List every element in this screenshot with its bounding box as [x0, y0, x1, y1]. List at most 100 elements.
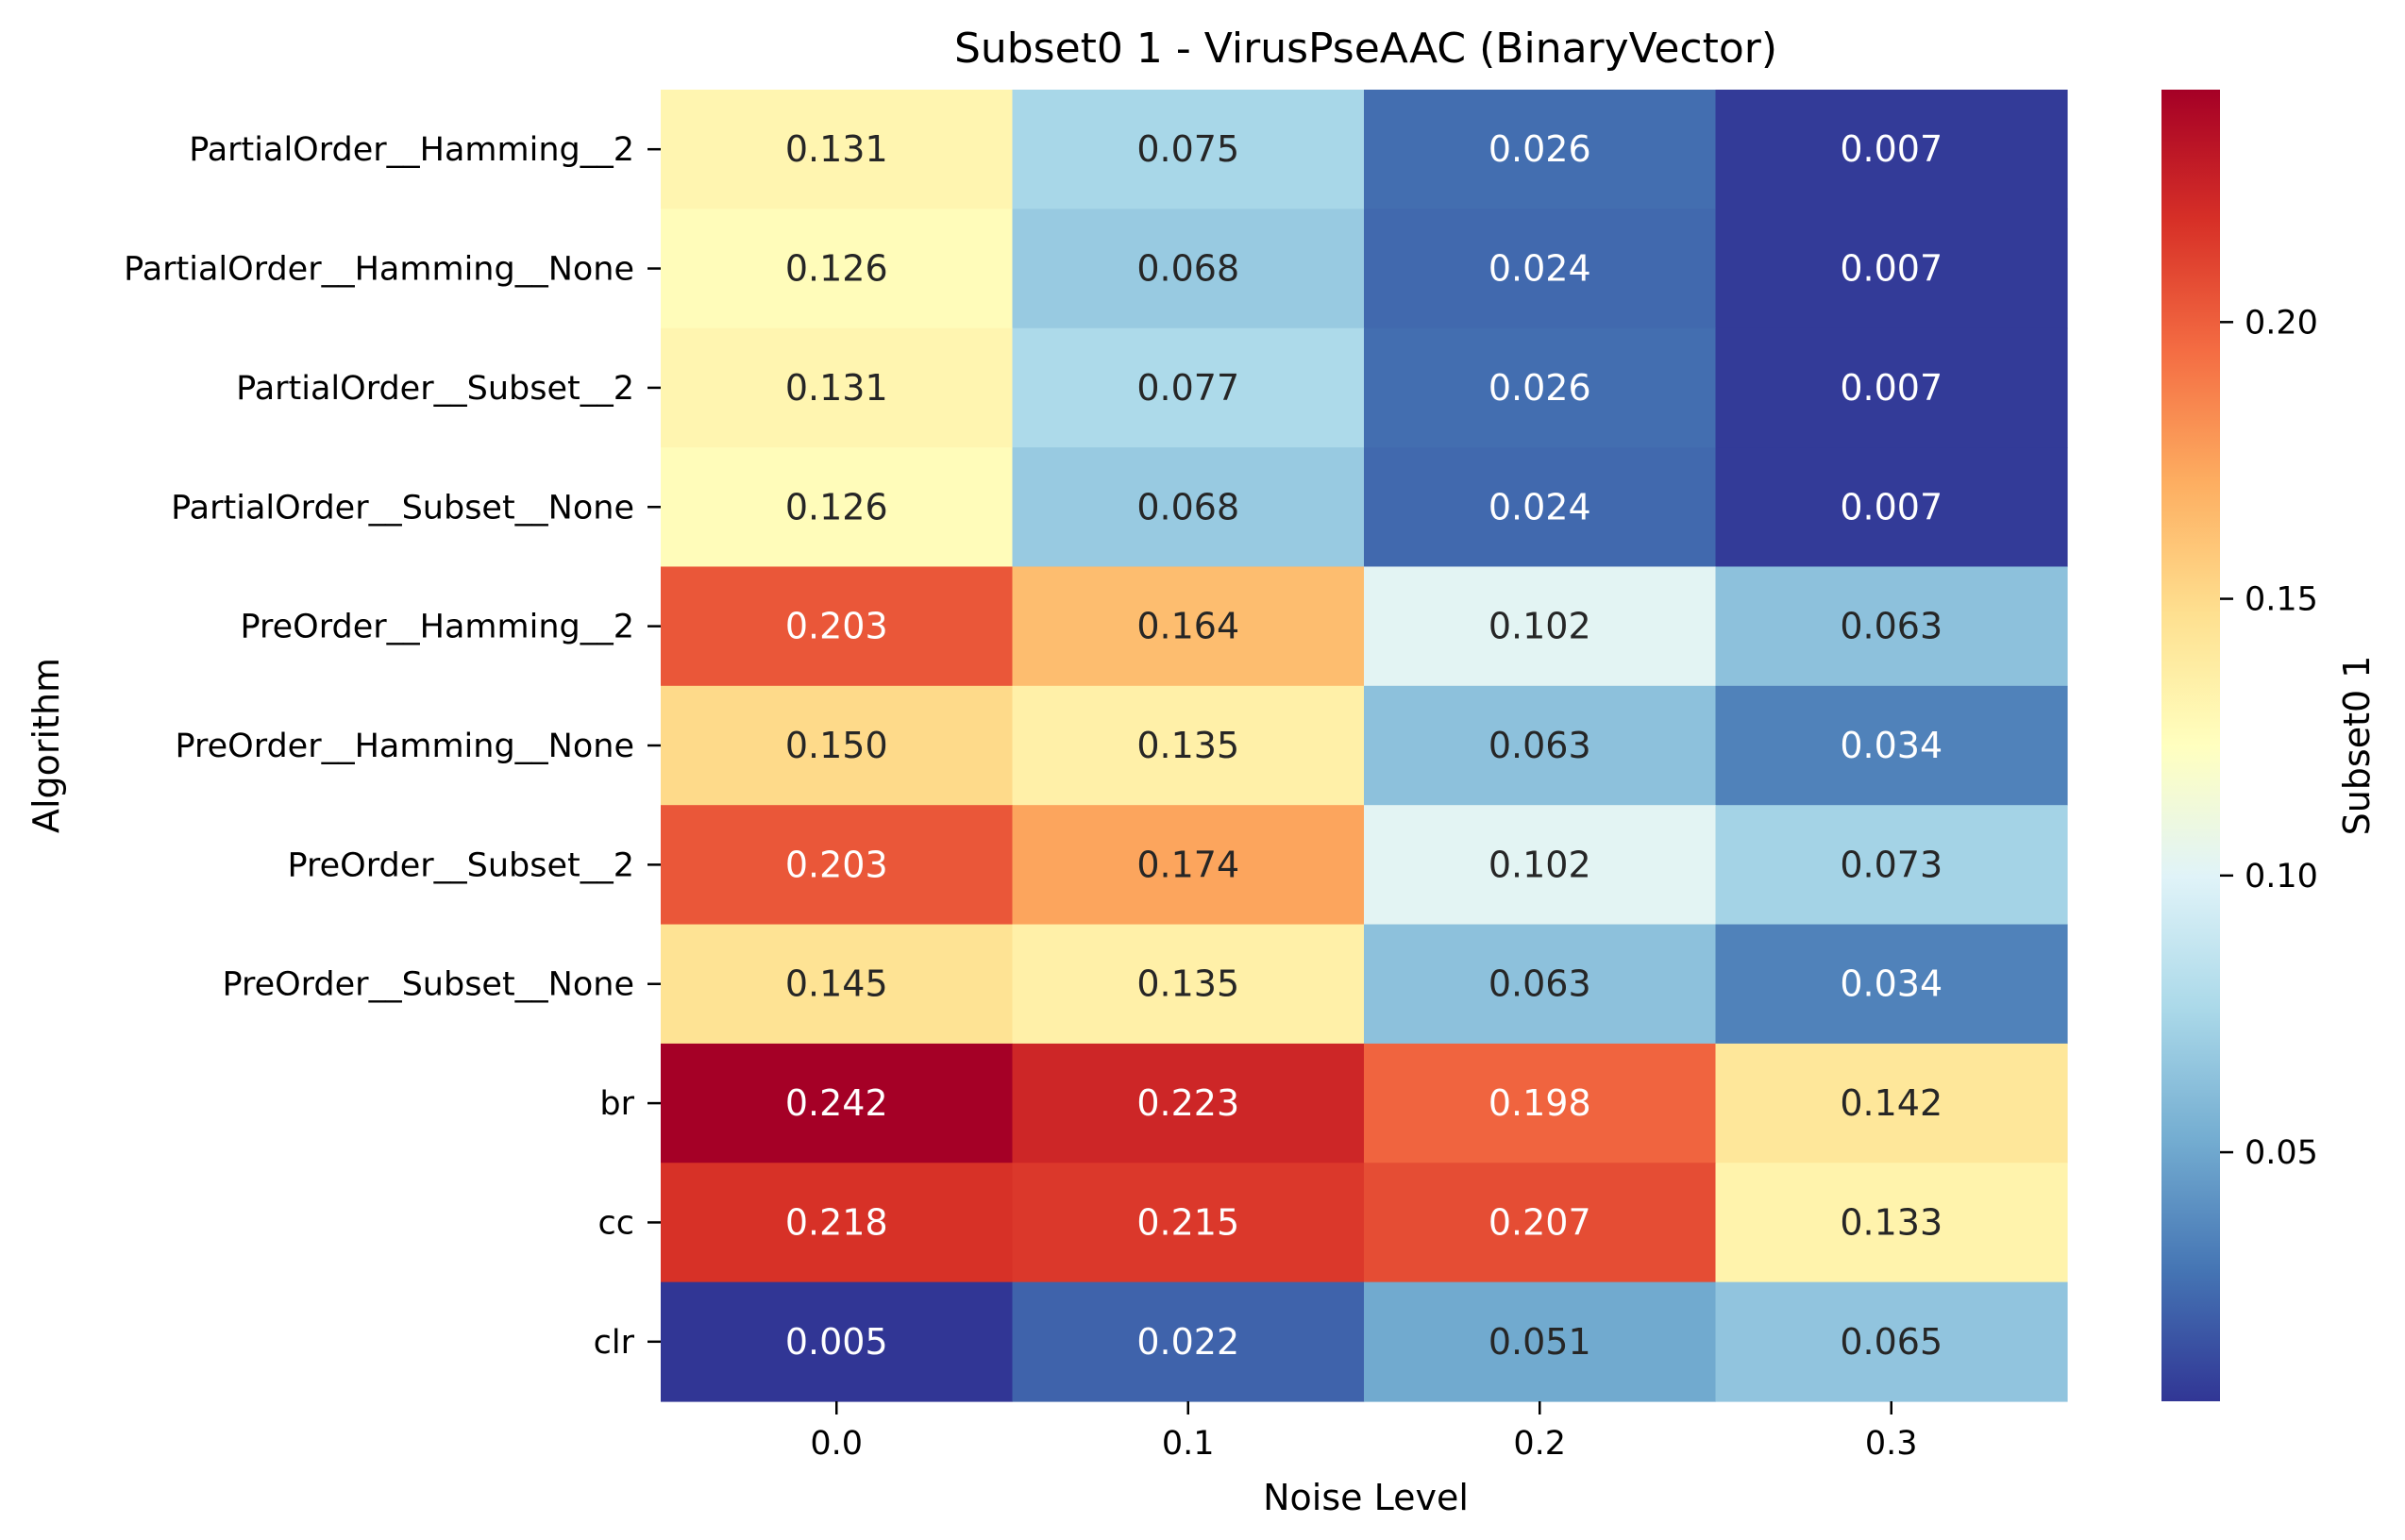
- x-tick-labels: 0.0 0.1 0.2 0.3: [810, 1401, 1918, 1463]
- cell-value-label: 0.135: [1136, 725, 1239, 766]
- cell-value-label: 0.007: [1840, 486, 1942, 527]
- heatmap-cell: [661, 1281, 1014, 1402]
- cell-value-label: 0.145: [785, 963, 888, 1005]
- heatmap-cell: [1012, 685, 1365, 806]
- cell-value-label: 0.022: [1136, 1321, 1239, 1363]
- cell-value-label: 0.102: [1488, 606, 1591, 647]
- colorbar-tick-label: 0.05: [2245, 1134, 2318, 1172]
- cell-value-label: 0.063: [1840, 606, 1942, 647]
- colorbar: [2161, 90, 2220, 1401]
- heatmap-cell: [1012, 1281, 1365, 1402]
- y-tick-label: PreOrder__Subset__None: [222, 966, 634, 1004]
- heatmap-cell: [1012, 90, 1365, 209]
- heatmap-cell: [1715, 90, 2068, 209]
- heatmap-cell: [1364, 1163, 1717, 1283]
- cell-value-label: 0.063: [1488, 963, 1591, 1005]
- cell-value-label: 0.007: [1840, 367, 1942, 409]
- heatmap-cell: [1012, 1163, 1365, 1283]
- cell-value-label: 0.198: [1488, 1082, 1591, 1124]
- cell-value-label: 0.203: [785, 606, 888, 647]
- heatmap-cell: [661, 209, 1014, 329]
- y-tick-label: clr: [594, 1324, 635, 1362]
- heatmap-cell: [1012, 327, 1365, 448]
- heatmap-cell: [1715, 447, 2068, 568]
- heatmap-cell: [661, 566, 1014, 687]
- cell-value-label: 0.024: [1488, 248, 1591, 290]
- heatmap-cell: [661, 1163, 1014, 1283]
- heatmap-cell: [661, 805, 1014, 926]
- heatmap-cell: [1364, 1281, 1717, 1402]
- heatmap-cell: [661, 685, 1014, 806]
- y-axis-label: Algorithm: [25, 658, 67, 833]
- cell-value-label: 0.150: [785, 725, 888, 766]
- heatmap-cell: [1364, 209, 1717, 329]
- heatmap-cell: [1715, 1281, 2068, 1402]
- colorbar-tick-label: 0.15: [2245, 581, 2318, 619]
- cell-value-label: 0.034: [1840, 963, 1942, 1005]
- colorbar-tick-label: 0.20: [2245, 304, 2318, 342]
- cell-value-label: 0.215: [1136, 1201, 1239, 1243]
- cell-value-label: 0.075: [1136, 128, 1239, 170]
- y-tick-label: br: [599, 1085, 634, 1123]
- heatmap-cell: [1012, 447, 1365, 568]
- cell-value-label: 0.142: [1840, 1082, 1942, 1124]
- cell-value-label: 0.131: [785, 367, 888, 409]
- heatmap-cell: [1715, 685, 2068, 806]
- colorbar-label: Subset0 1: [2336, 656, 2378, 836]
- heatmap-cell: [1364, 685, 1717, 806]
- y-tick-labels: PartialOrder__Hamming__2 PartialOrder__Ha…: [124, 131, 661, 1362]
- cell-value-label: 0.007: [1840, 128, 1942, 170]
- cell-value-label: 0.164: [1136, 606, 1239, 647]
- y-tick-label: PartialOrder__Subset__None: [171, 489, 634, 527]
- heatmap-cell: [1012, 924, 1365, 1045]
- cell-value-label: 0.126: [785, 248, 888, 290]
- heatmap-cells: 0.131 0.075 0.026 0.007 0.126 0.068 0.024 0.007…: [661, 90, 2068, 1402]
- x-tick-label: 0.0: [810, 1425, 863, 1463]
- x-tick-label: 0.1: [1162, 1425, 1215, 1463]
- cell-value-label: 0.203: [785, 844, 888, 885]
- heatmap-cell: [661, 447, 1014, 568]
- cell-value-label: 0.133: [1840, 1201, 1942, 1243]
- heatmap-cell: [1364, 90, 1717, 209]
- heatmap-cell: [1364, 327, 1717, 448]
- cell-value-label: 0.218: [785, 1201, 888, 1243]
- heatmap-cell: [661, 1043, 1014, 1163]
- heatmap-cell: [1715, 1163, 2068, 1283]
- cell-value-label: 0.051: [1488, 1321, 1591, 1363]
- heatmap-cell: [1364, 924, 1717, 1045]
- cell-value-label: 0.135: [1136, 963, 1239, 1005]
- heatmap-cell: [1012, 805, 1365, 926]
- heatmap-cell: [1012, 566, 1365, 687]
- cell-value-label: 0.174: [1136, 844, 1239, 885]
- chart-title: Subset0 1 - VirusPseAAC (BinaryVector): [954, 25, 1777, 73]
- cell-value-label: 0.026: [1488, 128, 1591, 170]
- cell-value-label: 0.126: [785, 486, 888, 527]
- cell-value-label: 0.131: [785, 128, 888, 170]
- heatmap-cell: [1364, 566, 1717, 687]
- cell-value-label: 0.242: [785, 1082, 888, 1124]
- cell-value-label: 0.034: [1840, 725, 1942, 766]
- cell-value-label: 0.065: [1840, 1321, 1942, 1363]
- cell-value-label: 0.026: [1488, 367, 1591, 409]
- heatmap-cell: [1715, 566, 2068, 687]
- heatmap-cell: [1715, 924, 2068, 1045]
- heatmap-cell: [1364, 1043, 1717, 1163]
- x-tick-label: 0.3: [1865, 1425, 1918, 1463]
- cell-value-label: 0.024: [1488, 486, 1591, 527]
- cell-value-label: 0.068: [1136, 486, 1239, 527]
- heatmap-cell: [1715, 1043, 2068, 1163]
- heatmap-cell: [661, 90, 1014, 209]
- cell-value-label: 0.207: [1488, 1201, 1591, 1243]
- heatmap-cell: [1715, 327, 2068, 448]
- cell-value-label: 0.063: [1488, 725, 1591, 766]
- x-axis-label: Noise Level: [1263, 1477, 1469, 1518]
- heatmap-cell: [661, 327, 1014, 448]
- y-tick-label: PreOrder__Subset__2: [288, 846, 634, 884]
- heatmap-cell: [1364, 447, 1717, 568]
- cell-value-label: 0.005: [785, 1321, 888, 1363]
- heatmap-cell: [1364, 805, 1717, 926]
- heatmap-cell: [661, 924, 1014, 1045]
- cell-value-label: 0.068: [1136, 248, 1239, 290]
- y-tick-label: PreOrder__Hamming__None: [176, 728, 635, 765]
- heatmap-cell: [1715, 209, 2068, 329]
